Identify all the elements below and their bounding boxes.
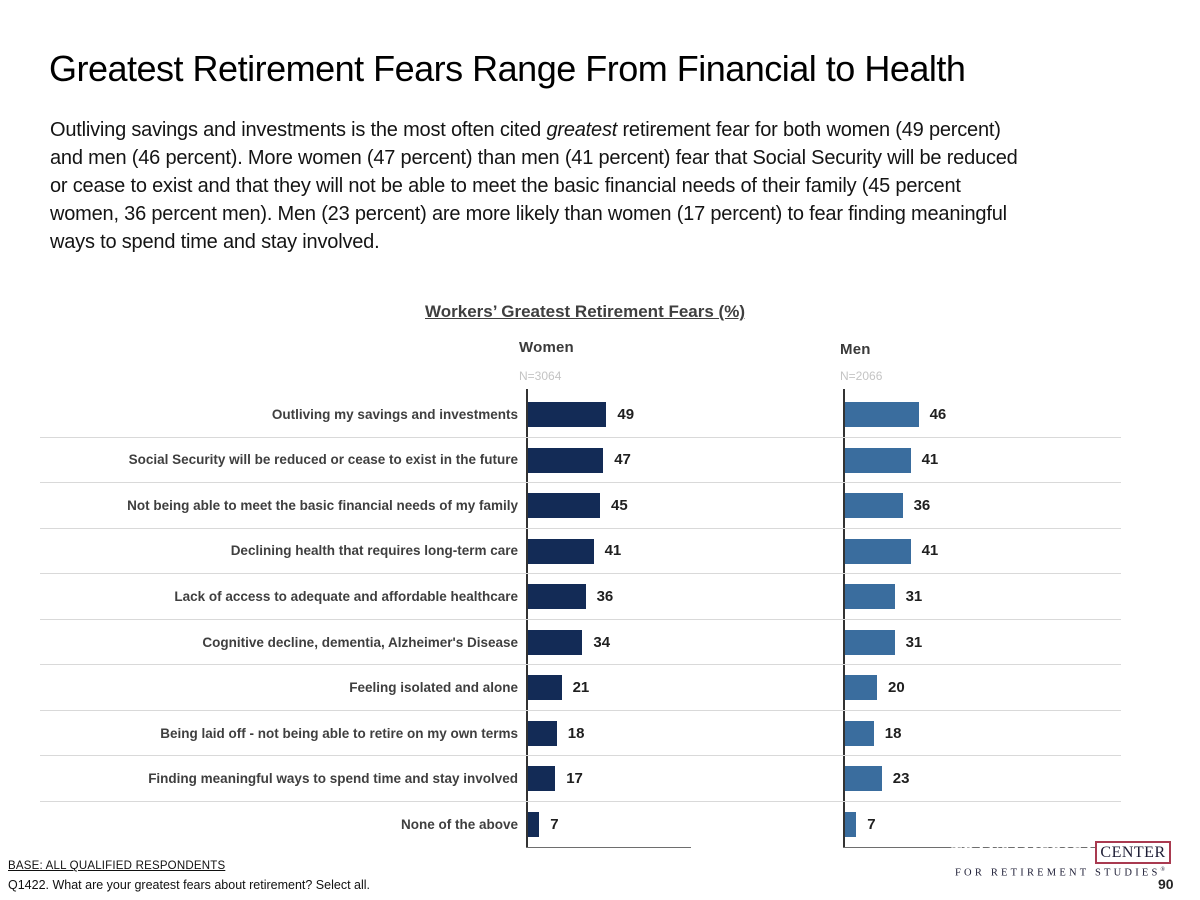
men-bar	[845, 538, 911, 564]
men-value: 7	[867, 816, 876, 834]
women-value: 34	[593, 633, 611, 651]
men-bar	[845, 584, 895, 610]
logo-tagline: FOR RETIREMENT STUDIES®	[955, 867, 1166, 879]
footer-base: BASE: ALL QUALIFIED RESPONDENTS	[8, 860, 226, 872]
logo-transamerica-text: TRANSAMERICA	[951, 843, 1096, 861]
men-bar	[845, 447, 911, 473]
registered-mark: ®	[1160, 867, 1166, 873]
men-value: 23	[892, 770, 910, 788]
chart-row: Being laid off - not being able to retir…	[40, 711, 1121, 757]
chart-row: Declining health that requires long-term…	[40, 529, 1121, 575]
body-line-4: women, 36 percent men). Men (23 percent)…	[50, 203, 1007, 225]
women-value: 7	[550, 816, 559, 834]
men-value: 46	[929, 405, 947, 423]
women-bar	[528, 493, 600, 519]
women-value: 21	[572, 679, 590, 697]
women-value: 41	[604, 542, 622, 560]
men-bar	[845, 811, 857, 837]
men-value: 36	[913, 496, 931, 514]
category-label: Cognitive decline, dementia, Alzheimer's…	[202, 634, 518, 650]
transamerica-logo: TRANSAMERICA CENTER FOR RETIREMENT STUDI…	[951, 841, 1171, 879]
men-bar	[845, 629, 895, 655]
women-bar	[528, 766, 556, 792]
men-value: 41	[921, 451, 939, 469]
footer-question: Q1422. What are your greatest fears abou…	[8, 878, 370, 892]
women-value: 45	[611, 496, 628, 514]
men-value: 41	[921, 542, 939, 560]
italic-word: greatest	[546, 119, 618, 141]
men-bar	[845, 402, 919, 427]
men-bar	[845, 720, 874, 746]
men-axis-line	[843, 389, 845, 848]
men-value: 31	[905, 587, 923, 605]
category-label: None of the above	[400, 817, 518, 833]
women-bar	[528, 447, 604, 473]
women-n-label: N=3064	[519, 369, 562, 383]
category-label: Declining health that requires long-term…	[230, 543, 518, 559]
women-bar	[528, 629, 583, 655]
chart-row: Outliving my savings and investments 49 46	[40, 392, 1121, 438]
chart-row: Lack of access to adequate and affordabl…	[40, 574, 1121, 620]
category-label: Being laid off - not being able to retir…	[160, 725, 518, 741]
men-bar	[845, 675, 877, 701]
women-bar	[528, 675, 562, 701]
logo-row: TRANSAMERICA CENTER	[951, 841, 1171, 864]
women-bar	[528, 584, 586, 610]
slide-title: Greatest Retirement Fears Range From Fin…	[49, 48, 966, 89]
women-value: 17	[566, 770, 583, 788]
category-label: Feeling isolated and alone	[349, 680, 518, 696]
men-n-label: N=2066	[840, 369, 883, 383]
column-header-men: Men	[840, 341, 871, 358]
chart-row: Cognitive decline, dementia, Alzheimer's…	[40, 620, 1121, 666]
women-value: 18	[567, 724, 585, 742]
body-line-3: or cease to exist and that they will not…	[50, 175, 961, 197]
body-line-2: and men (46 percent). More women (47 per…	[50, 147, 1018, 169]
women-axis-line	[526, 389, 528, 848]
men-value: 20	[888, 679, 905, 697]
column-header-women: Women	[519, 339, 574, 356]
category-label: Not being able to meet the basic financi…	[127, 497, 518, 513]
category-label: Social Security will be reduced or cease…	[128, 452, 518, 468]
men-bar	[845, 493, 903, 519]
women-value: 47	[614, 451, 631, 469]
chart-title: Workers’ Greatest Retirement Fears (%)	[425, 302, 745, 321]
body-line-5: ways to spend time and stay involved.	[50, 231, 380, 253]
women-bar	[528, 402, 607, 427]
category-label: Outliving my savings and investments	[271, 406, 518, 422]
logo-center-text: CENTER	[1095, 841, 1171, 864]
chart-row: Feeling isolated and alone 21 20	[40, 665, 1121, 711]
women-value: 36	[596, 587, 614, 605]
women-baseline	[526, 847, 691, 848]
men-baseline	[843, 847, 1105, 848]
men-bar	[845, 766, 882, 792]
men-value: 18	[884, 724, 902, 742]
chart-row: None of the above 7 7	[40, 802, 1121, 848]
page-number: 90	[1158, 876, 1174, 892]
chart-row: Social Security will be reduced or cease…	[40, 438, 1121, 484]
men-value: 31	[905, 633, 923, 651]
women-bar	[528, 811, 540, 837]
body-paragraph: Outliving savings and investments is the…	[50, 116, 1180, 256]
body-line-1: Outliving savings and investments is the…	[50, 119, 1001, 141]
chart-rows: Outliving my savings and investments 49 46…	[40, 389, 1121, 848]
women-bar	[528, 720, 557, 746]
category-label: Lack of access to adequate and affordabl…	[174, 588, 518, 604]
women-bar	[528, 538, 594, 564]
women-value: 49	[617, 405, 635, 423]
chart-row: Finding meaningful ways to spend time an…	[40, 756, 1121, 802]
chart-row: Not being able to meet the basic financi…	[40, 483, 1121, 529]
category-label: Finding meaningful ways to spend time an…	[148, 771, 518, 787]
